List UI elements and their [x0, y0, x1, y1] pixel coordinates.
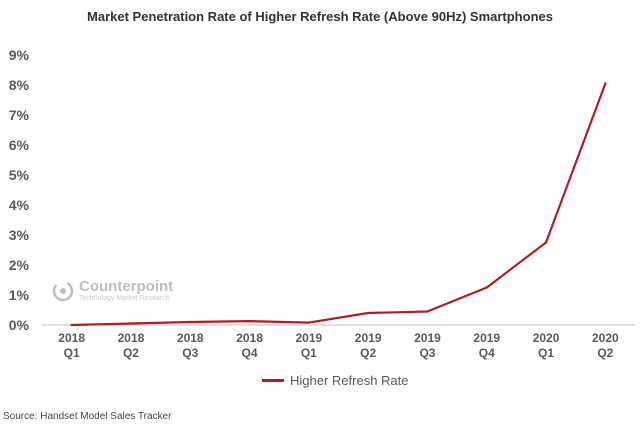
data-point: [189, 320, 192, 324]
x-tick-label: 2018 Q2: [118, 331, 145, 360]
data-point: [426, 310, 429, 313]
series-line: [70, 82, 607, 327]
data-point: [485, 286, 488, 289]
counterpoint-logo-icon: [52, 280, 74, 302]
y-tick-label: 0%: [9, 317, 30, 333]
data-point: [307, 321, 311, 324]
y-tick-label: 3%: [9, 227, 30, 243]
legend-swatch: [262, 379, 284, 382]
counterpoint-watermark: Counterpoint Technology Market Research: [52, 279, 173, 303]
x-tick-label: 2019 Q4: [473, 331, 500, 360]
y-tick-label: 8%: [9, 77, 30, 93]
x-tick-label: 2019 Q2: [355, 331, 382, 360]
data-point: [129, 322, 133, 325]
x-tick-label: 2018 Q1: [58, 331, 85, 360]
series-group: [70, 82, 607, 327]
chart-title: Market Penetration Rate of Higher Refres…: [87, 9, 553, 24]
y-tick-label: 1%: [9, 287, 30, 303]
data-point: [604, 82, 607, 85]
x-axis: 2018 Q1 2018 Q2 2018 Q3 2018 Q4 2019 Q1 2019 Q2 2019…: [42, 324, 635, 360]
y-tick-label: 4%: [9, 197, 30, 213]
data-point: [248, 319, 251, 323]
x-tick-label: 2019 Q3: [414, 331, 441, 360]
data-point: [544, 241, 548, 244]
y-axis: 0% 1% 2% 3% 4% 5% 6% 7% 8% 9%: [9, 47, 30, 333]
legend: Higher Refresh Rate: [262, 373, 409, 388]
y-tick-label: 7%: [9, 107, 30, 123]
x-tick-label: 2018 Q4: [236, 331, 263, 360]
x-tick-label: 2020 Q1: [533, 331, 560, 360]
x-tick-label: 2020 Q2: [592, 331, 619, 360]
y-tick-label: 9%: [9, 47, 30, 63]
data-point: [70, 323, 73, 327]
y-tick-label: 5%: [9, 167, 30, 183]
legend-label: Higher Refresh Rate: [290, 373, 409, 388]
watermark-tagline: Technology Market Research: [79, 295, 170, 302]
x-tick-label: 2018 Q3: [177, 331, 204, 360]
data-point: [366, 311, 370, 315]
x-tick-label: 2019 Q1: [295, 331, 322, 360]
y-tick-label: 2%: [9, 257, 30, 273]
y-tick-label: 6%: [9, 137, 30, 153]
source-note: Source: Handset Model Sales Tracker: [3, 411, 172, 422]
watermark-name: Counterpoint: [79, 278, 174, 295]
